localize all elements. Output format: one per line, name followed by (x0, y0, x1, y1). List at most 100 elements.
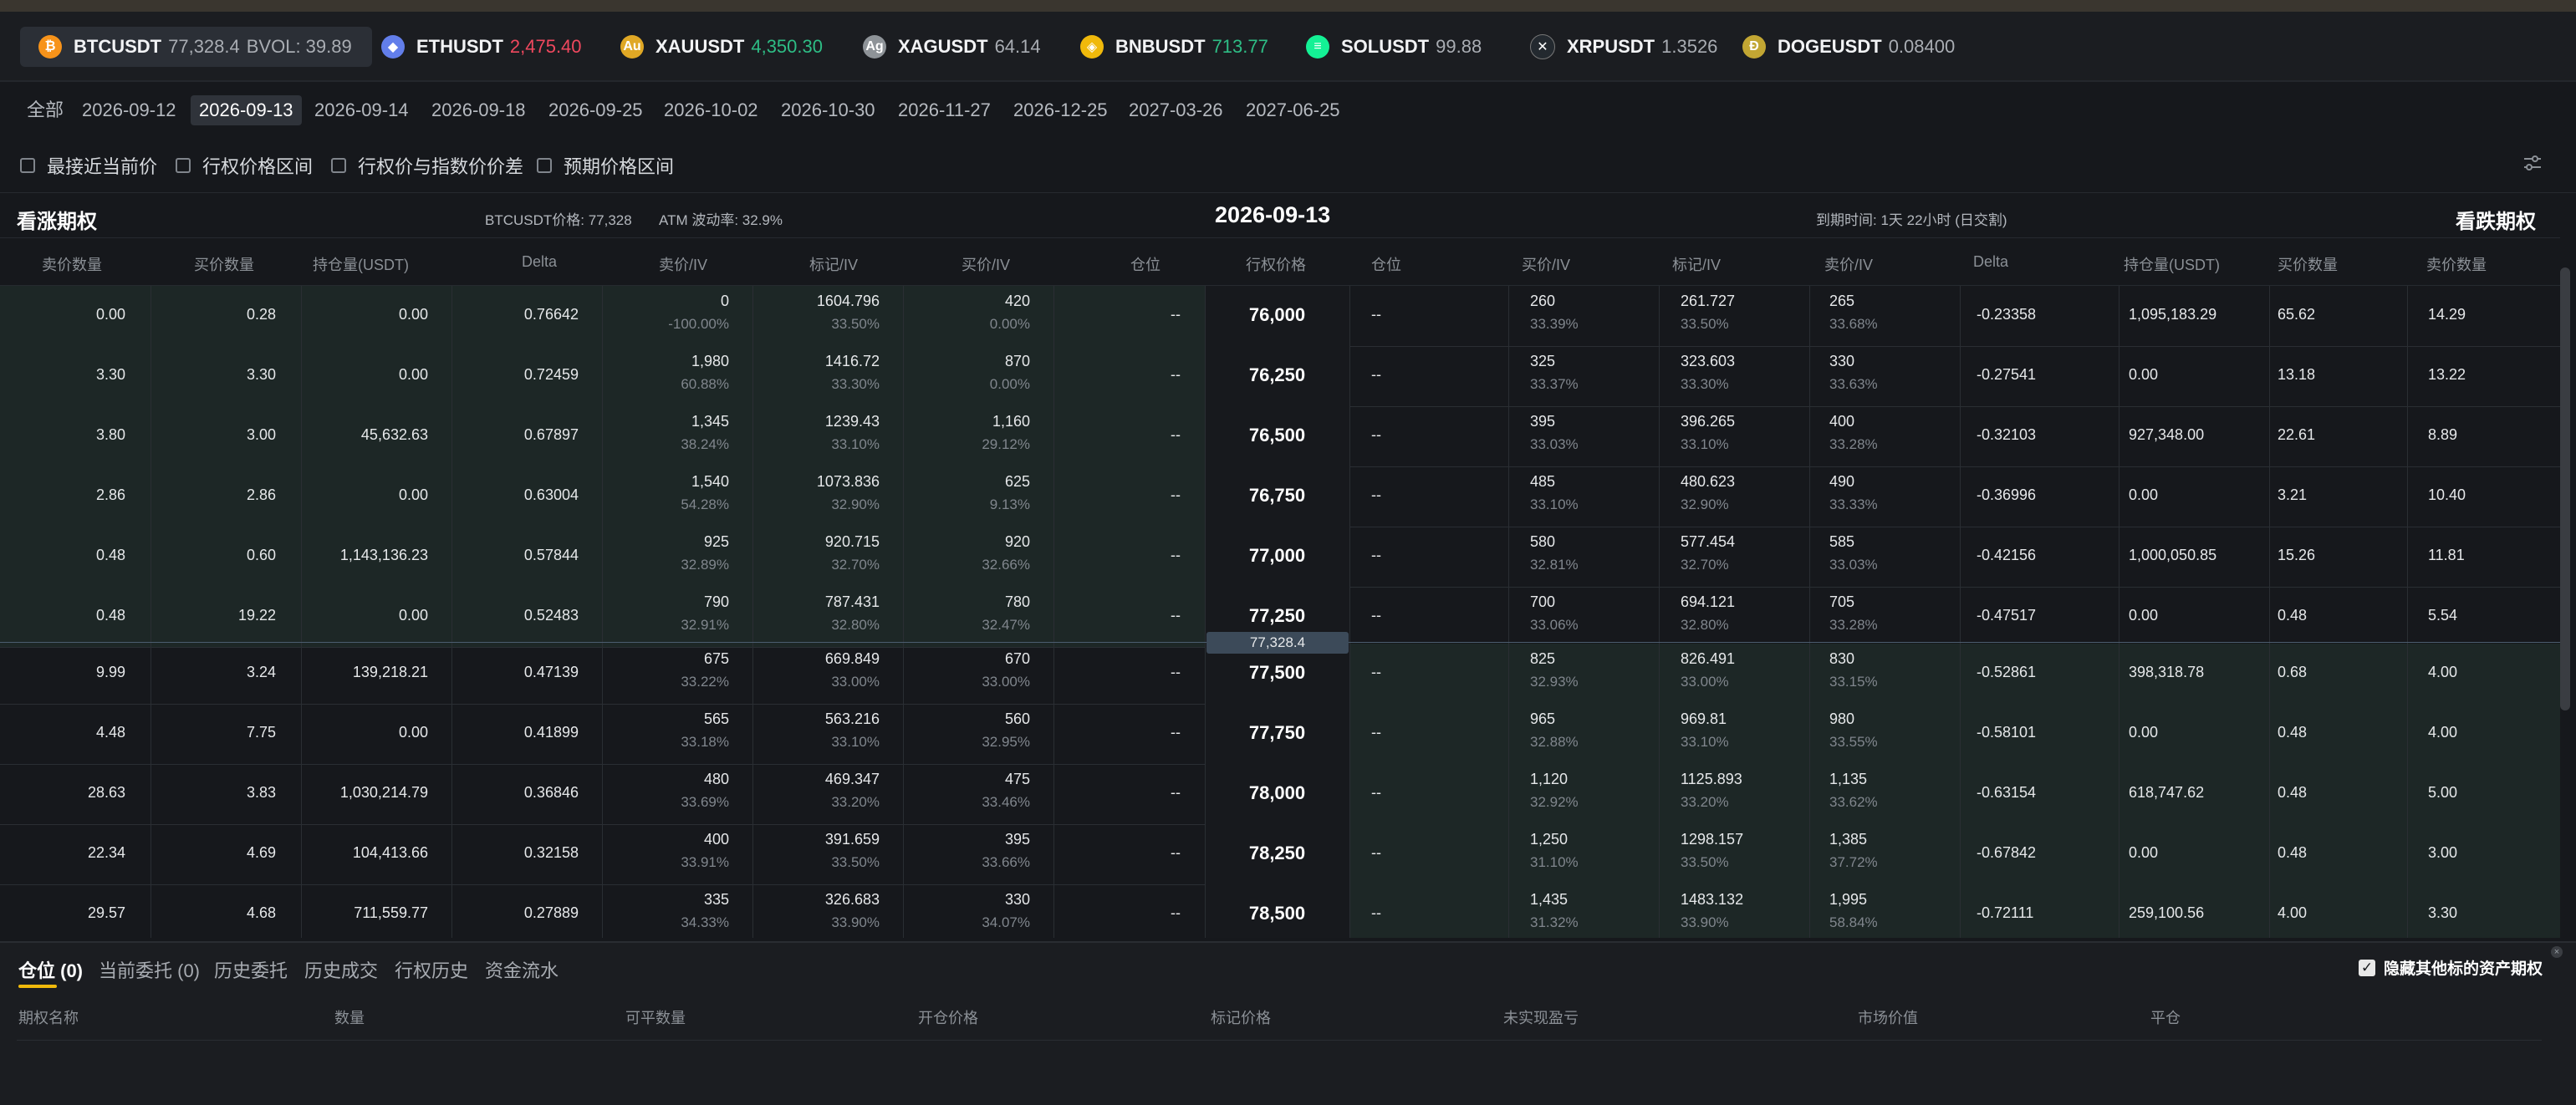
option-row[interactable]: 4.48 7.75 0.00 0.41899 565 33.18% 563.216 33.10… (0, 704, 2560, 765)
call-bid-price: 330 (1004, 891, 1030, 908)
put-bid-price: 260 (1530, 293, 1556, 309)
call-ask-price: 790 (703, 593, 729, 610)
positions-col-header: 标记价格 (1211, 1010, 1271, 1026)
ticker-xagusdt[interactable]: Ag XAGUSDT 64.14 (863, 27, 1041, 67)
silver-icon: Ag (863, 35, 886, 59)
ticker-bnbusdt[interactable]: ◈ BNBUSDT 713.77 (1080, 27, 1268, 67)
filter-checkbox-0[interactable]: 最接近当前价 (20, 152, 157, 179)
ticker-xauusdt[interactable]: Au XAUUSDT 4,350.30 (620, 27, 823, 67)
positions-col-header: 可平数量 (625, 1010, 686, 1026)
date-tab-2026-09-14[interactable]: 2026-09-14 (314, 99, 409, 120)
call-mark-price: 391.659 (824, 831, 880, 848)
put-ask-qty: 3.30 (2428, 904, 2458, 921)
cell-divider (1809, 286, 1810, 346)
option-row[interactable]: 28.63 3.83 1,030,214.79 0.36846 480 33.69% 469… (0, 764, 2560, 825)
cell-divider (903, 466, 904, 527)
hide-other-assets-checkbox[interactable]: ✓ 隐藏其他标的资产期权 (2358, 956, 2543, 979)
date-tab-2027-03-26[interactable]: 2027-03-26 (1129, 99, 1223, 120)
cell-divider (1809, 406, 1810, 466)
ticker-dogeusdt[interactable]: Ð DOGEUSDT 0.08400 (1742, 27, 1955, 67)
put-position: -- (1371, 426, 1381, 443)
date-tab-2026-09-25[interactable]: 2026-09-25 (548, 99, 643, 120)
put-position: -- (1371, 547, 1381, 563)
call-bid-qty: 3.83 (246, 784, 276, 801)
strike-price[interactable]: 77,750 (1248, 722, 1306, 743)
call-delta: 0.67897 (523, 426, 579, 443)
table-scrollbar[interactable] (2560, 267, 2570, 710)
put-bid-price: 325 (1530, 353, 1556, 369)
cell-divider (1659, 286, 1660, 346)
date-tab-2026-10-30[interactable]: 2026-10-30 (781, 99, 875, 120)
date-tab-2026-09-18[interactable]: 2026-09-18 (431, 99, 526, 120)
date-tab-2026-11-27[interactable]: 2026-11-27 (898, 99, 991, 120)
put-mark-iv: 33.10% (1681, 734, 1729, 750)
date-tab-2026-09-12[interactable]: 2026-09-12 (82, 99, 176, 120)
option-row[interactable]: 3.30 3.30 0.00 0.72459 1,980 60.88% 1416.72 33.… (0, 346, 2560, 407)
filter-checkbox-2[interactable]: 行权价与指数价价差 (331, 152, 523, 179)
put-side (1349, 884, 2560, 938)
bottom-tab-5[interactable]: 资金流水 (485, 960, 559, 981)
cell-divider (1349, 824, 1350, 884)
cell-divider (903, 644, 904, 704)
bottom-tab-0[interactable]: 仓位 (0) (18, 960, 84, 981)
call-position: -- (1171, 306, 1181, 323)
put-open-interest: 0.00 (2129, 724, 2159, 741)
strike-price[interactable]: 76,750 (1248, 485, 1306, 506)
put-ask-qty: 4.00 (2428, 664, 2458, 680)
bottom-tab-4[interactable]: 行权历史 (395, 960, 469, 981)
filter-checkbox-1[interactable]: 行权价格区间 (176, 152, 313, 179)
cell-divider (2269, 346, 2270, 406)
call-col-header: 标记/IV (809, 257, 859, 273)
close-icon[interactable]: × (2551, 946, 2563, 958)
date-tab-全部[interactable]: 全部 (27, 99, 64, 120)
strike-price[interactable]: 77,000 (1248, 545, 1306, 566)
option-row[interactable]: 29.57 4.68 711,559.77 0.27889 335 34.33% 326.6… (0, 884, 2560, 938)
filter-checkbox-3[interactable]: 预期价格区间 (537, 152, 674, 179)
bottom-tab-1[interactable]: 当前委托 (0) (99, 960, 201, 981)
ticker-solusdt[interactable]: ≡ SOLUSDT 99.88 (1306, 27, 1482, 67)
strike-price[interactable]: 76,250 (1248, 364, 1306, 385)
call-bid-price: 420 (1004, 293, 1030, 309)
option-row[interactable]: 0.00 0.28 0.00 0.76642 0 -100.00% 1604.796 33.5… (0, 286, 2560, 347)
call-bid-qty: 3.00 (246, 426, 276, 443)
put-bid-qty: 4.00 (2278, 904, 2308, 921)
strike-price[interactable]: 78,500 (1248, 903, 1306, 924)
settings-sliders-icon[interactable] (2522, 154, 2543, 172)
date-tab-2026-12-25[interactable]: 2026-12-25 (1013, 99, 1108, 120)
cell-divider (752, 764, 753, 824)
option-row[interactable]: 0.48 0.60 1,143,136.23 0.57844 925 32.89% 920.… (0, 527, 2560, 588)
bottom-tab-3[interactable]: 历史成交 (304, 960, 379, 981)
strike-price[interactable]: 78,250 (1248, 843, 1306, 863)
ticker-symbol: XRPUSDT (1567, 36, 1655, 57)
strike-price[interactable]: 77,500 (1248, 662, 1306, 683)
call-ask-qty: 0.00 (95, 306, 125, 323)
checkbox-box (537, 158, 552, 173)
cell-divider (1960, 286, 1961, 346)
strike-price[interactable]: 77,250 (1248, 605, 1306, 626)
cell-divider (150, 406, 151, 466)
put-ask-iv: 33.03% (1829, 557, 1878, 573)
strike-price[interactable]: 76,000 (1248, 304, 1306, 325)
filter-label: 最接近当前价 (47, 156, 158, 177)
strike-price[interactable]: 78,000 (1248, 782, 1306, 803)
ticker-btcusdt[interactable]: ₿ BTCUSDT 77,328.4 BVOL: 39.89 (20, 27, 372, 67)
option-row[interactable]: 3.80 3.00 45,632.63 0.67897 1,345 38.24% 1239.… (0, 406, 2560, 467)
option-row[interactable]: 2.86 2.86 0.00 0.63004 1,540 54.28% 1073.836 32… (0, 466, 2560, 527)
cell-divider (602, 406, 603, 466)
bottom-tab-2[interactable]: 历史委托 (214, 960, 288, 981)
put-bid-iv: 33.06% (1530, 617, 1579, 633)
date-tab-2026-10-02[interactable]: 2026-10-02 (664, 99, 758, 120)
date-tab-2027-06-25[interactable]: 2027-06-25 (1246, 99, 1340, 120)
date-tab-2026-09-13[interactable]: 2026-09-13 (191, 95, 302, 125)
call-mark-price: 1239.43 (824, 413, 880, 430)
cell-divider (150, 824, 151, 884)
ticker-ethusdt[interactable]: ◆ ETHUSDT 2,475.40 (381, 27, 582, 67)
option-row[interactable]: 9.99 3.24 139,218.21 0.47139 675 33.22% 669.84… (0, 644, 2560, 705)
strike-price[interactable]: 76,500 (1248, 425, 1306, 446)
put-col-header: 买价数量 (2278, 257, 2338, 273)
cell-divider (752, 466, 753, 527)
option-row[interactable]: 22.34 4.69 104,413.66 0.32158 400 33.91% 391.6… (0, 824, 2560, 885)
cell-divider (2269, 466, 2270, 527)
ticker-xrpusdt[interactable]: ✕ XRPUSDT 1.3526 (1530, 27, 1717, 67)
put-bid-iv: 33.37% (1530, 376, 1579, 392)
